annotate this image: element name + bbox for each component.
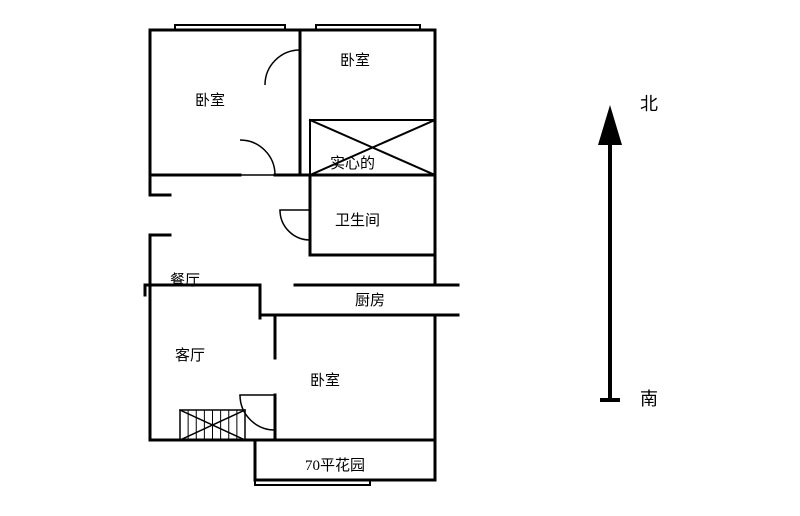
room-label-bedroom-s: 卧室 xyxy=(310,372,340,389)
room-label-living: 客厅 xyxy=(175,347,205,364)
compass-south-label: 南 xyxy=(640,389,658,409)
compass: 北南 xyxy=(598,94,658,409)
floor-plan xyxy=(145,25,458,485)
room-label-bedroom-nw: 卧室 xyxy=(195,92,225,109)
room-label-bedroom-ne: 卧室 xyxy=(340,52,370,69)
room-label-solid: 实心的 xyxy=(330,155,375,172)
room-label-dining: 餐厅 xyxy=(170,272,200,289)
room-label-kitchen: 厨房 xyxy=(355,292,385,309)
floor-plan-canvas: 北南 卧室卧室实心的卫生间餐厅厨房客厅卧室70平花园 xyxy=(0,0,800,516)
room-label-bathroom: 卫生间 xyxy=(335,212,380,229)
compass-north-label: 北 xyxy=(640,94,658,114)
room-label-garden: 70平花园 xyxy=(305,457,365,474)
